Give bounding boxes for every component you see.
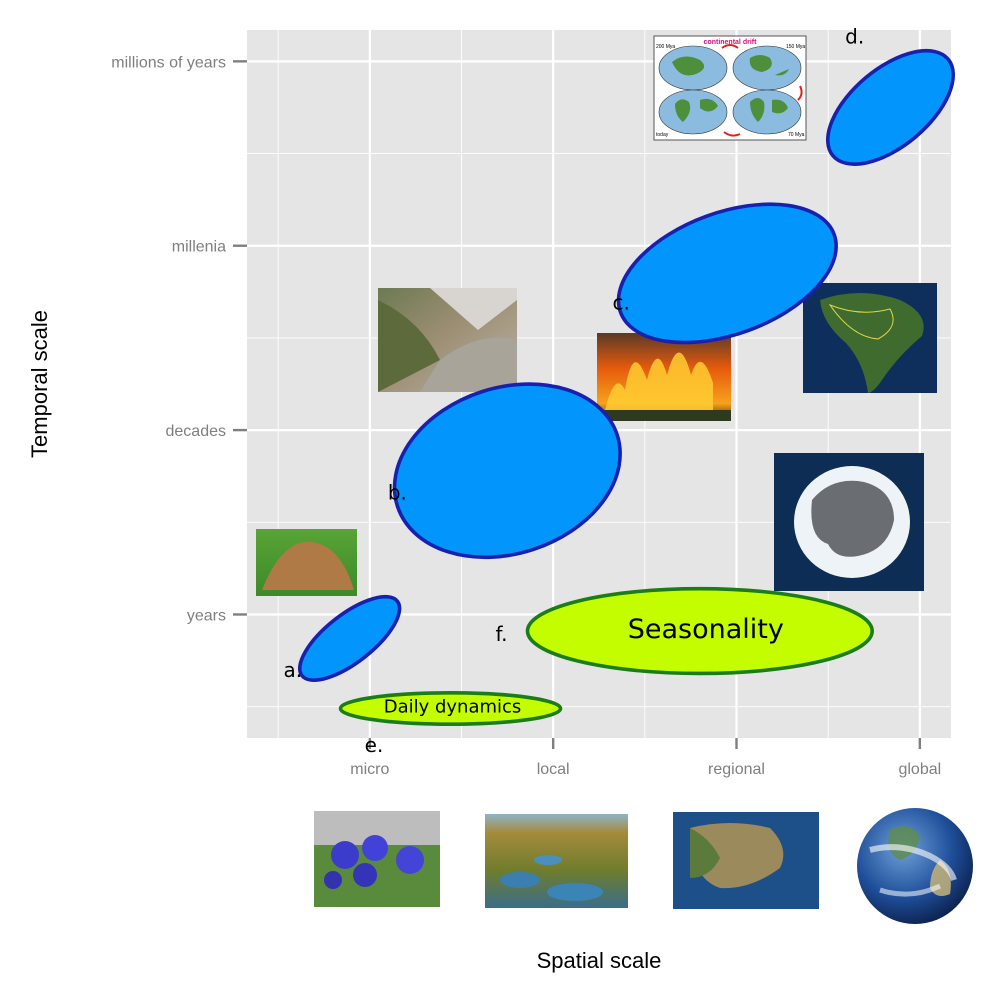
ellipse-label-b: b. [388,481,407,505]
ellipse-text-f: Seasonality [628,614,784,645]
ellipse-label-f: f. [496,622,508,646]
forest-fire-photo [597,333,731,421]
ellipse-b [392,382,622,560]
y-tick-label: years [187,607,226,624]
ant-mound-photo [256,529,357,596]
ellipse-c [616,202,838,345]
ellipse-e [338,691,563,726]
ellipse-f [525,586,874,676]
blue-gentian-flowers-photo [314,811,440,907]
x-tick-label: local [537,761,570,778]
y-axis-title: Temporal scale [27,310,52,458]
x-tick-label: micro [350,761,389,778]
drift-label-today: today [656,132,669,138]
y-tick-label: millions of years [111,54,226,71]
ellipse-layer: a. b. c. d. e.Daily dynamics f. Seasonality [283,24,956,757]
ellipse-label-c: c. [613,291,630,315]
axes: micro local regional global years decades mill… [111,54,941,778]
x-axis-title: Spatial scale [537,948,662,973]
drift-label-70: 70 Mya [788,132,805,138]
iberia-satellite-photo [673,812,819,909]
x-tick-label: regional [708,761,765,778]
wetland-landscape-photo [485,814,628,908]
y-tick-label: decades [166,423,227,440]
mountain-valley-photo [378,288,517,392]
ellipse-text-e: Daily dynamics [384,697,522,718]
continental-drift-map: continental drift 200 Mya 150 Mya today … [653,35,807,141]
ellipse-label-d: d. [845,24,864,48]
drift-caption: continental drift [704,39,758,46]
drift-label-150: 150 Mya [786,44,805,50]
y-tick-label: millenia [172,239,226,256]
ellipse-a [297,594,402,683]
ellipse-d [825,48,956,166]
ellipse-label-a: a. [283,658,302,682]
x-tick-label: global [898,761,941,778]
antarctica-satellite-photo [774,453,924,591]
south-america-satellite-photo [803,283,937,393]
ellipse-label-e: e. [365,733,384,757]
drift-label-200: 200 Mya [656,44,675,50]
earth-globe-photo [857,808,973,924]
